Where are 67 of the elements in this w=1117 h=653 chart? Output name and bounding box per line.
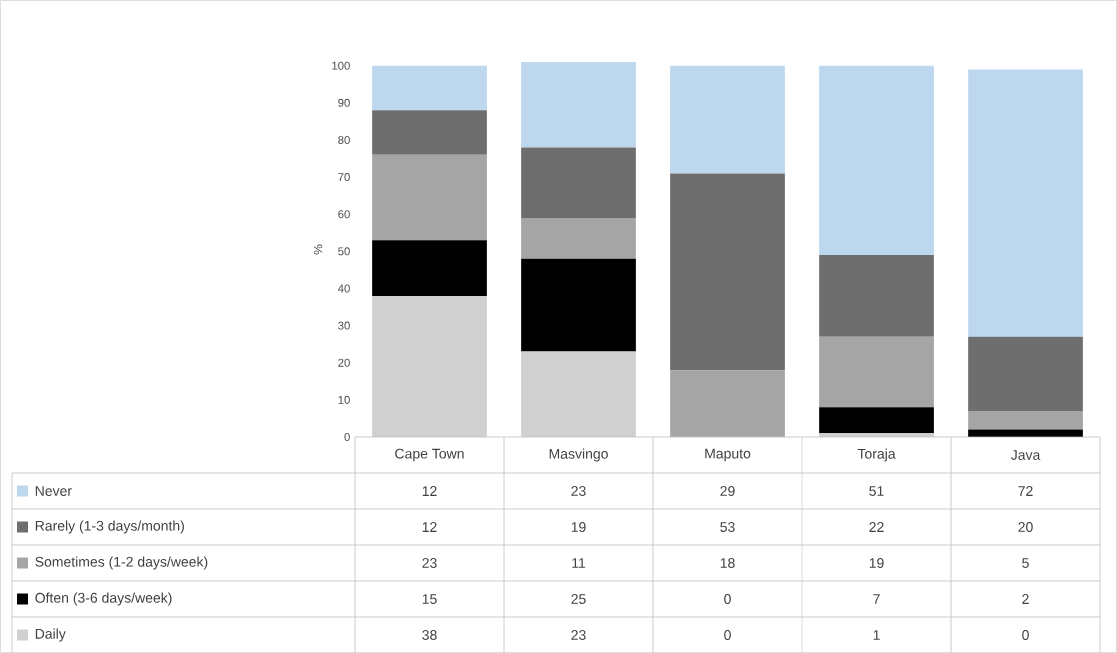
data-label: 29 xyxy=(720,485,735,496)
bar xyxy=(670,369,785,437)
data-label: 20 xyxy=(1018,521,1033,532)
y-tick-label: 60 xyxy=(338,210,350,219)
data-label: 15 xyxy=(422,593,437,604)
bar xyxy=(372,295,487,437)
y-tick-label: 40 xyxy=(337,284,350,293)
x-tick-label: Cape Town xyxy=(395,448,464,462)
data-label: 0 xyxy=(724,629,731,640)
data-label: 72 xyxy=(1018,485,1033,496)
y-tick-label: 50 xyxy=(338,247,350,256)
legend-label: Often (3-6 days/week) xyxy=(35,592,172,606)
bar xyxy=(372,240,487,296)
legend-label: Sometimes (1-2 days/week) xyxy=(35,556,208,570)
data-label: 38 xyxy=(422,629,437,640)
data-label: 53 xyxy=(720,521,735,532)
data-label: 2 xyxy=(1022,593,1029,604)
bar xyxy=(521,217,636,259)
legend-label: Rarely (1-3 days/month) xyxy=(35,520,184,534)
bar xyxy=(819,336,934,408)
x-tick-label: Java xyxy=(1010,449,1041,460)
y-tick-label: 10 xyxy=(338,395,350,404)
x-tick-label: Masvingo xyxy=(549,448,608,462)
legend-label: Daily xyxy=(35,628,66,642)
data-label: 18 xyxy=(720,557,735,568)
data-label: 23 xyxy=(571,485,586,496)
data-label: 7 xyxy=(873,593,880,604)
bar xyxy=(819,254,934,337)
bar xyxy=(968,336,1083,411)
y-tick-label: 90 xyxy=(338,98,350,107)
y-tick-label: 80 xyxy=(338,135,350,144)
y-tick-label: 70 xyxy=(338,172,350,181)
bar xyxy=(372,110,487,155)
bar xyxy=(670,65,785,174)
data-label: 12 xyxy=(422,521,437,532)
data-label: 12 xyxy=(422,485,437,496)
data-label: 25 xyxy=(571,593,586,604)
bar xyxy=(670,173,785,370)
data-label: 19 xyxy=(571,521,586,532)
bar xyxy=(372,65,487,111)
bar xyxy=(372,154,487,241)
y-tick-label: 100 xyxy=(332,61,350,70)
bar xyxy=(521,351,636,437)
bar xyxy=(819,407,934,434)
x-tick-label: Toraja xyxy=(857,448,896,462)
data-label: 51 xyxy=(869,485,884,496)
data-label: 0 xyxy=(1022,629,1029,640)
bar xyxy=(819,65,934,255)
x-tick-label: Maputo xyxy=(705,448,751,462)
data-label: 1 xyxy=(873,629,880,640)
y-axis-title: % xyxy=(313,244,323,255)
data-label: 23 xyxy=(571,629,586,640)
data-label: 11 xyxy=(572,557,586,568)
y-tick-label: 20 xyxy=(338,358,350,367)
bar xyxy=(521,258,636,352)
y-tick-label: 0 xyxy=(344,432,350,441)
data-label: 5 xyxy=(1022,557,1029,568)
y-tick-label: 30 xyxy=(338,321,350,330)
bar xyxy=(521,147,636,218)
bar xyxy=(968,410,1083,430)
legend-label: Never xyxy=(35,485,72,496)
bar xyxy=(968,69,1083,337)
bar xyxy=(521,61,636,148)
data-label: 23 xyxy=(422,557,437,568)
data-label: 0 xyxy=(724,593,731,604)
data-label: 19 xyxy=(869,557,884,568)
data-label: 22 xyxy=(869,521,884,532)
